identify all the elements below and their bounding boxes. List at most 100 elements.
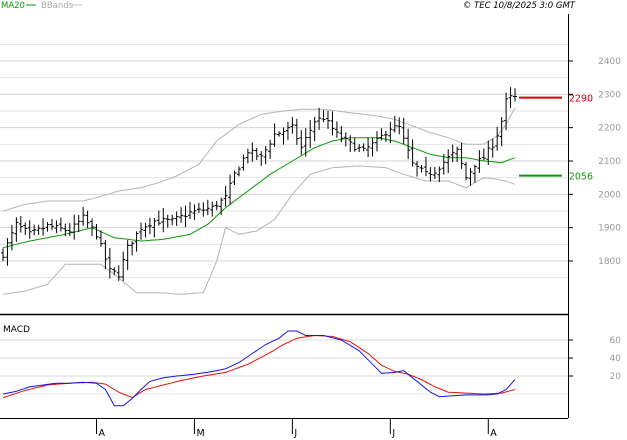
ohlc-bar — [85, 210, 90, 229]
legend-bbands-label: BBands — [41, 1, 74, 11]
ma20-line — [2, 137, 516, 249]
price-tick-label: 1900 — [598, 224, 621, 234]
ohlc-bar — [201, 202, 206, 217]
ohlc-bar — [161, 208, 166, 233]
ohlc-bar — [468, 168, 473, 186]
ohlc-bar — [18, 215, 23, 233]
ohlc-bar — [441, 153, 446, 175]
ohlc-bar — [236, 166, 241, 177]
ohlc-bar — [472, 164, 477, 183]
ohlc-bar — [250, 142, 255, 162]
ohlc-bar — [174, 211, 179, 226]
ohlc-bar — [121, 251, 126, 281]
ohlc-bar — [103, 240, 108, 270]
bollinger-bands — [2, 107, 516, 295]
ohlc-bar — [290, 117, 295, 134]
ohlc-bar — [139, 222, 144, 240]
ohlc-bar — [423, 156, 428, 177]
ohlc-bar — [112, 267, 117, 276]
ohlc-bar — [63, 223, 68, 237]
ohlc-bar — [361, 143, 366, 152]
ohlc-bar — [49, 218, 54, 231]
ohlc-bar — [428, 167, 433, 182]
ohlc-bar — [107, 248, 112, 279]
ohlc-bar — [214, 200, 219, 211]
ohlc-bar — [486, 140, 491, 165]
ohlc-bar — [183, 205, 188, 228]
ohlc-bar — [450, 144, 455, 163]
price-tick-label: 2400 — [598, 57, 621, 67]
annotation-label: 2290 — [569, 94, 593, 105]
macd-tick-label: 20 — [610, 372, 622, 382]
ohlc-bar — [156, 210, 161, 226]
ohlc-bar — [352, 137, 357, 152]
ohlc-bar — [370, 137, 375, 157]
ohlc-bar — [401, 117, 406, 145]
ohlc-bar — [277, 131, 282, 137]
ohlc-bar — [32, 224, 37, 236]
month-label: M — [196, 428, 204, 439]
legend-ma20-label: MA20 — [1, 1, 25, 11]
price-tick-label: 2000 — [598, 190, 621, 200]
copyright-text: © TEC 10/8/2025 3:0 GMT — [463, 1, 576, 11]
ohlc-bar — [334, 121, 339, 138]
ohlc-bar — [27, 220, 32, 239]
ohlc-bar — [228, 174, 233, 205]
ohlc-bar — [397, 117, 402, 135]
ohlc-bar — [241, 154, 246, 171]
ohlc-bar — [339, 126, 344, 143]
ohlc-bar — [379, 128, 384, 141]
ohlc-bar — [343, 132, 348, 147]
ohlc-bar — [232, 170, 237, 186]
ohlc-bar — [67, 223, 72, 237]
ohlc-bar — [187, 201, 192, 220]
ohlc-bar — [1, 248, 5, 262]
ohlc-bar — [116, 265, 121, 281]
ohlc-bar — [495, 126, 500, 151]
ohlc-bar — [388, 121, 393, 144]
ohlc-bar — [481, 148, 486, 161]
ohlc-bar — [499, 117, 504, 147]
ohlc-bar — [45, 222, 50, 232]
ohlc-bar — [14, 217, 19, 242]
ohlc-bar — [348, 135, 353, 153]
ohlc-bar — [165, 214, 170, 228]
ohlc-bar — [285, 121, 290, 141]
ohlc-bar — [455, 146, 460, 163]
price-tick-label: 2200 — [598, 124, 621, 134]
bb-lower-line — [2, 165, 516, 295]
ohlc-bar — [330, 111, 335, 136]
ohlc-bar — [263, 146, 268, 165]
bb-upper-line — [2, 107, 516, 212]
macd-gridlines — [0, 339, 568, 395]
ohlc-bar — [81, 206, 86, 226]
ohlc-bar — [392, 115, 397, 133]
macd-tick-label: 40 — [610, 354, 622, 364]
ohlc-bar — [406, 128, 411, 160]
ohlc-bar — [477, 150, 482, 173]
month-label: J — [293, 428, 297, 439]
ohlc-bar — [366, 137, 371, 158]
ohlc-bar — [357, 144, 362, 153]
month-label: J — [391, 428, 395, 439]
ohlc-bar — [446, 149, 451, 174]
ohlc-bar — [326, 110, 331, 129]
ohlc-bar — [383, 130, 388, 142]
price-axis: 2400 2300 2200 2100 2000 1900 1800 — [568, 57, 621, 267]
ohlc-bar — [134, 231, 139, 252]
ohlc-bar — [125, 240, 130, 271]
ohlc-bar — [147, 217, 152, 235]
price-annotations: 2290 2056 — [519, 94, 593, 183]
ohlc-bar — [245, 148, 250, 164]
ohlc-bar — [432, 166, 437, 180]
price-tick-label: 2100 — [598, 157, 621, 167]
ohlc-bar — [308, 119, 313, 148]
ohlc-bar — [415, 161, 420, 177]
ohlc-bar — [299, 130, 304, 155]
ohlc-bar — [9, 224, 14, 251]
ohlc-bar — [54, 220, 59, 234]
ohlc-bar — [419, 165, 424, 173]
ohlc-bar — [464, 162, 469, 181]
